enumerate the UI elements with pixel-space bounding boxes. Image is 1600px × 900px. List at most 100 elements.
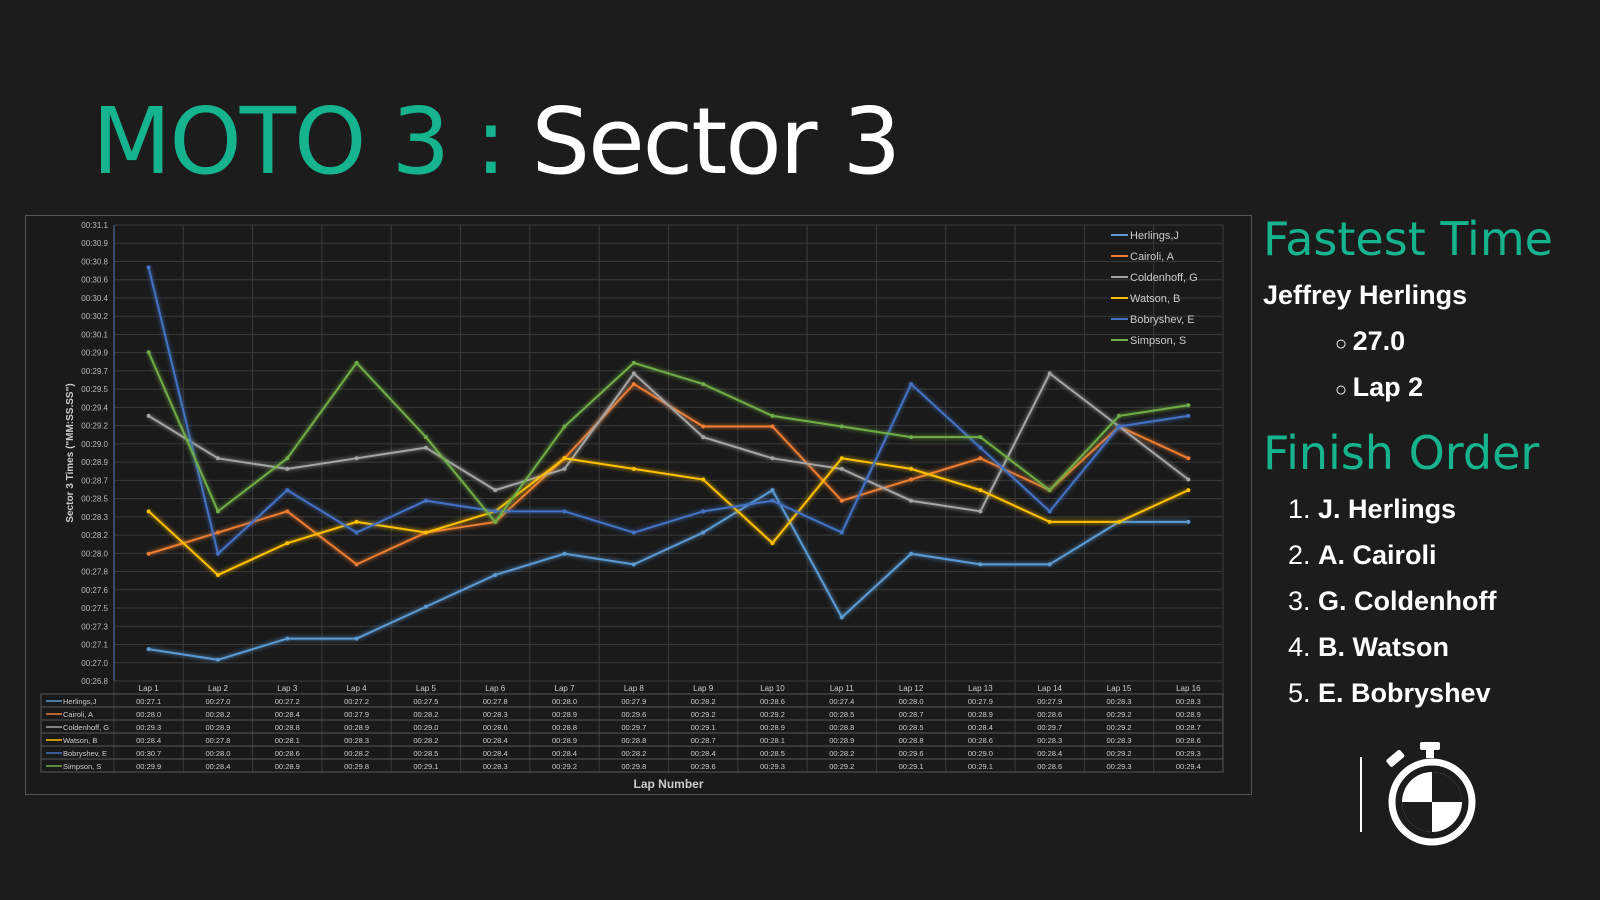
data-point xyxy=(909,477,914,482)
table-cell: 00:28.8 xyxy=(829,723,854,732)
table-cell: 00:28.5 xyxy=(413,749,438,758)
table-cell: 00:28.3 xyxy=(1037,736,1062,745)
data-point xyxy=(493,519,498,524)
data-point xyxy=(215,551,220,556)
sector-chart: 00:31.1 00:30.9 00:30.8 00:30.6 00:30.4 00:30… xyxy=(25,215,1252,795)
data-point xyxy=(1117,424,1122,429)
table-cell: 00:29.2 xyxy=(760,710,785,719)
table-cell: 00:28.6 xyxy=(483,723,508,732)
data-point xyxy=(1186,477,1191,482)
table-cell: 00:29.3 xyxy=(1176,749,1201,758)
data-point xyxy=(770,488,775,493)
data-point xyxy=(909,382,914,387)
table-cell: 00:28.1 xyxy=(275,736,300,745)
data-point xyxy=(1186,488,1191,493)
table-cell: 00:29.8 xyxy=(344,762,369,771)
table-cell: 00:29.2 xyxy=(829,762,854,771)
table-cell: 00:28.3 xyxy=(1107,697,1132,706)
table-cell: 00:28.9 xyxy=(275,762,300,771)
data-point xyxy=(631,562,636,567)
data-point xyxy=(562,456,567,461)
data-point xyxy=(215,530,220,535)
table-cell: 00:27.2 xyxy=(275,697,300,706)
data-point xyxy=(215,456,220,461)
x-tick-label: Lap 4 xyxy=(347,684,368,693)
data-point xyxy=(285,541,290,546)
data-point xyxy=(562,551,567,556)
data-point xyxy=(1047,509,1052,514)
legend-entry: Bobryshev, E xyxy=(1130,314,1195,326)
y-tick-label: 00:29.0 xyxy=(81,440,108,449)
data-point xyxy=(146,509,151,514)
table-cell: 00:29.1 xyxy=(691,723,716,732)
y-tick-label: 00:27.1 xyxy=(81,641,108,650)
data-point xyxy=(423,498,428,503)
data-point xyxy=(493,572,498,577)
x-axis-label: Lap Number xyxy=(633,777,703,791)
series-line-3 xyxy=(147,457,1189,577)
table-cell: 00:28.9 xyxy=(552,736,577,745)
table-cell: 00:28.3 xyxy=(344,736,369,745)
table-cell: 00:28.9 xyxy=(344,723,369,732)
data-point xyxy=(285,466,290,471)
data-point xyxy=(493,509,498,514)
y-tick-label: 00:30.9 xyxy=(81,239,108,248)
x-tick-label: Lap 14 xyxy=(1037,684,1062,693)
data-point xyxy=(354,519,359,524)
y-tick-label: 00:27.3 xyxy=(81,622,108,631)
table-cell: 00:29.2 xyxy=(1107,723,1132,732)
table-cell: 00:29.6 xyxy=(691,762,716,771)
data-point xyxy=(285,509,290,514)
data-point xyxy=(701,509,706,514)
data-point xyxy=(839,466,844,471)
x-tick-label: Lap 2 xyxy=(208,684,229,693)
table-cell: 00:28.4 xyxy=(483,749,508,758)
table-cell: 00:28.6 xyxy=(1037,762,1062,771)
table-cell: 00:27.4 xyxy=(829,697,854,706)
data-point xyxy=(978,488,983,493)
y-tick-label: 00:30.6 xyxy=(81,276,108,285)
data-point xyxy=(1186,519,1191,524)
data-point xyxy=(701,530,706,535)
table-cell: 00:28.0 xyxy=(205,749,230,758)
table-row-label: Bobryshev, E xyxy=(63,749,107,758)
y-tick-label: 00:28.7 xyxy=(81,476,108,485)
y-tick-label: 00:26.8 xyxy=(81,677,108,686)
legend-entry: Coldenhoff, G xyxy=(1130,272,1198,284)
page-title: MOTO 3 : Sector 3 xyxy=(92,88,901,195)
data-point xyxy=(493,488,498,493)
table-cell: 00:28.9 xyxy=(829,736,854,745)
data-point xyxy=(701,424,706,429)
legend-entry: Watson, B xyxy=(1130,293,1180,305)
data-point xyxy=(631,530,636,535)
data-point xyxy=(423,435,428,440)
legend-entry: Cairoli, A xyxy=(1130,251,1175,263)
table-cell: 00:28.3 xyxy=(1176,697,1201,706)
data-point xyxy=(1117,413,1122,418)
y-tick-label: 00:27.0 xyxy=(81,659,108,668)
data-point xyxy=(978,562,983,567)
data-point xyxy=(839,424,844,429)
series-line-5 xyxy=(147,351,1189,524)
table-cell: 00:27.9 xyxy=(344,710,369,719)
table-cell: 00:28.9 xyxy=(760,723,785,732)
x-tick-label: Lap 12 xyxy=(899,684,924,693)
data-point xyxy=(423,445,428,450)
data-point xyxy=(978,435,983,440)
data-point xyxy=(215,572,220,577)
data-point xyxy=(909,551,914,556)
table-cell: 00:29.1 xyxy=(899,762,924,771)
table-cell: 00:28.8 xyxy=(621,736,646,745)
table-cell: 00:29.3 xyxy=(1107,762,1132,771)
x-tick-label: Lap 10 xyxy=(760,684,785,693)
y-tick-label: 00:27.6 xyxy=(81,586,108,595)
series-line-2 xyxy=(148,371,1189,513)
data-point xyxy=(1047,562,1052,567)
table-cell: 00:28.8 xyxy=(275,723,300,732)
y-tick-label: 00:27.5 xyxy=(81,604,108,613)
y-axis-label: Sector 3 Times ("MM:SS.SS") xyxy=(65,383,76,522)
table-cell: 00:28.2 xyxy=(621,749,646,758)
data-point xyxy=(770,498,775,503)
data-point xyxy=(423,604,428,609)
table-cell: 00:28.4 xyxy=(968,723,993,732)
